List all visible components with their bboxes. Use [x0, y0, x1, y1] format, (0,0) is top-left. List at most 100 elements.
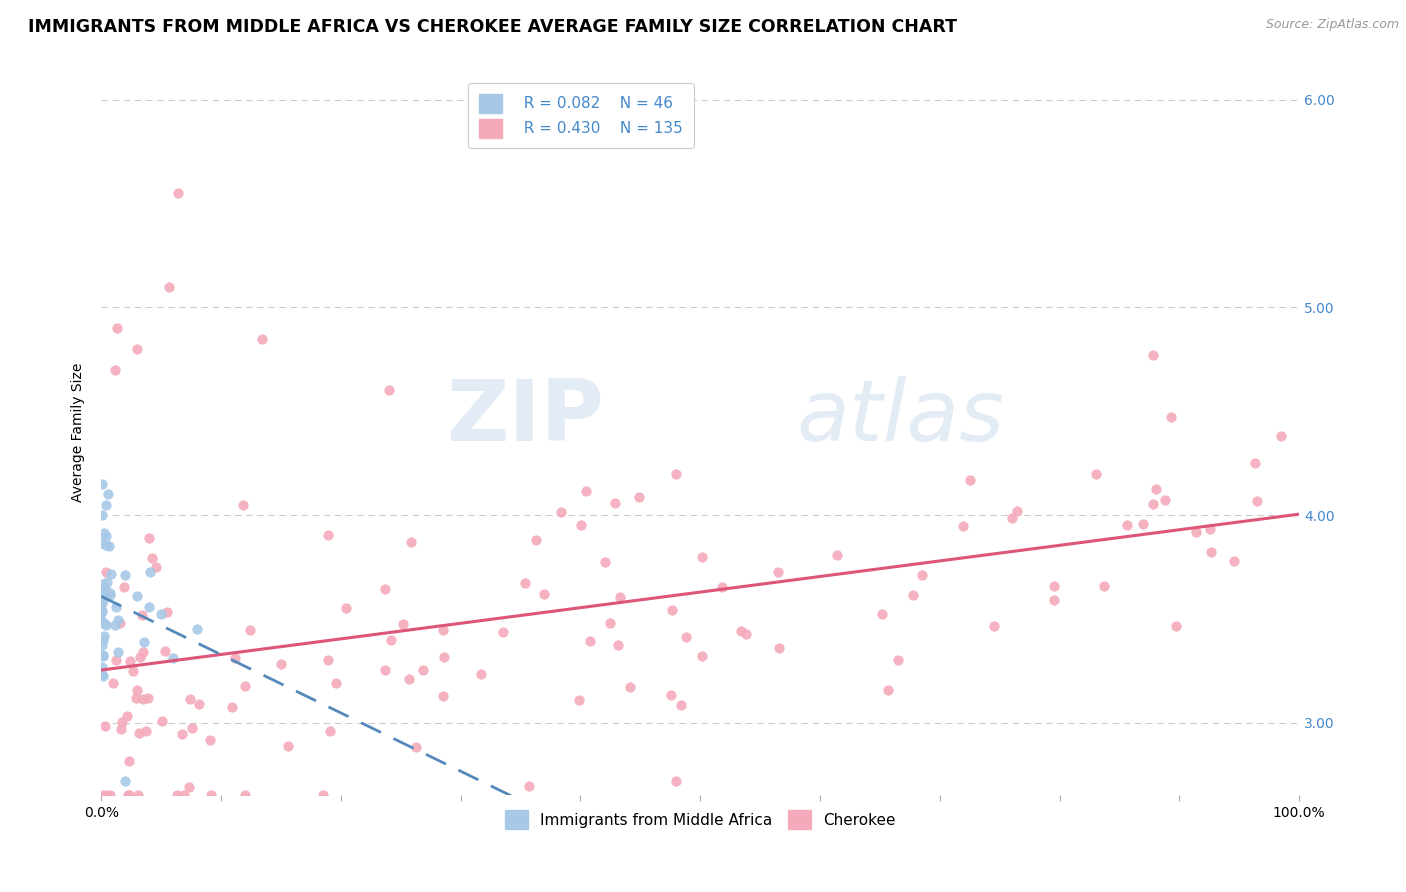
Point — [98, 789, 121, 803]
Point — [312, 789, 335, 803]
Point — [187, 697, 209, 711]
Point — [983, 619, 1005, 633]
Point — [173, 789, 195, 803]
Point — [1160, 410, 1182, 425]
Point — [872, 607, 894, 621]
Point — [232, 499, 254, 513]
Point — [1043, 593, 1066, 607]
Point — [131, 607, 153, 622]
Point — [110, 722, 132, 736]
Point — [94, 617, 117, 632]
Point — [94, 565, 117, 579]
Point — [316, 653, 339, 667]
Point — [711, 580, 734, 594]
Point — [1198, 523, 1220, 537]
Point — [150, 607, 173, 621]
Point — [104, 362, 127, 376]
Point — [90, 536, 112, 550]
Point — [1223, 554, 1246, 568]
Point — [250, 331, 273, 345]
Point — [136, 691, 159, 706]
Point — [599, 616, 621, 631]
Point — [200, 733, 222, 747]
Point — [661, 603, 683, 617]
Point — [277, 739, 299, 753]
Point — [94, 498, 117, 512]
Point — [1142, 347, 1164, 361]
Point — [138, 599, 160, 614]
Point — [200, 789, 222, 803]
Point — [405, 740, 427, 755]
Point — [412, 663, 434, 677]
Legend: Immigrants from Middle Africa, Cherokee: Immigrants from Middle Africa, Cherokee — [499, 805, 901, 835]
Point — [98, 588, 121, 602]
Point — [513, 576, 536, 591]
Point — [492, 624, 515, 639]
Point — [91, 596, 114, 610]
Point — [1244, 456, 1267, 470]
Point — [665, 467, 688, 481]
Point — [96, 574, 118, 589]
Point — [122, 664, 145, 678]
Point — [93, 629, 115, 643]
Point — [399, 534, 422, 549]
Point — [150, 714, 173, 728]
Point — [145, 559, 167, 574]
Point — [91, 508, 114, 522]
Point — [96, 487, 118, 501]
Point — [391, 616, 413, 631]
Point — [730, 624, 752, 639]
Point — [118, 655, 141, 669]
Point — [93, 615, 115, 630]
Point — [129, 650, 152, 665]
Point — [97, 539, 120, 553]
Point — [735, 626, 758, 640]
Point — [172, 727, 194, 741]
Point — [132, 634, 155, 648]
Point — [1144, 482, 1167, 496]
Point — [91, 659, 114, 673]
Point — [526, 533, 548, 548]
Point — [675, 630, 697, 644]
Point — [574, 483, 596, 498]
Point — [270, 657, 292, 672]
Point — [398, 672, 420, 686]
Point — [569, 517, 592, 532]
Text: IMMIGRANTS FROM MIDDLE AFRICA VS CHEROKEE AVERAGE FAMILY SIZE CORRELATION CHART: IMMIGRANTS FROM MIDDLE AFRICA VS CHEROKE… — [28, 18, 957, 36]
Point — [114, 567, 136, 582]
Point — [316, 527, 339, 541]
Point — [91, 648, 114, 662]
Point — [127, 789, 149, 803]
Point — [952, 518, 974, 533]
Point — [533, 587, 555, 601]
Point — [93, 526, 115, 541]
Point — [138, 565, 160, 579]
Point — [93, 581, 115, 595]
Point — [659, 688, 682, 702]
Point — [138, 531, 160, 545]
Point — [94, 719, 117, 733]
Point — [1116, 517, 1139, 532]
Point — [96, 587, 118, 601]
Point — [105, 321, 128, 335]
Point — [110, 714, 132, 729]
Point — [221, 699, 243, 714]
Point — [603, 496, 626, 510]
Point — [132, 692, 155, 706]
Point — [108, 615, 131, 630]
Point — [186, 622, 208, 636]
Point — [91, 668, 114, 682]
Point — [579, 634, 602, 648]
Point — [550, 505, 572, 519]
Point — [470, 666, 492, 681]
Point — [671, 698, 693, 712]
Point — [1199, 545, 1222, 559]
Point — [91, 604, 114, 618]
Point — [335, 600, 357, 615]
Point — [91, 633, 114, 648]
Point — [90, 613, 112, 627]
Point — [117, 789, 139, 803]
Point — [90, 606, 112, 620]
Point — [104, 653, 127, 667]
Point — [90, 604, 112, 618]
